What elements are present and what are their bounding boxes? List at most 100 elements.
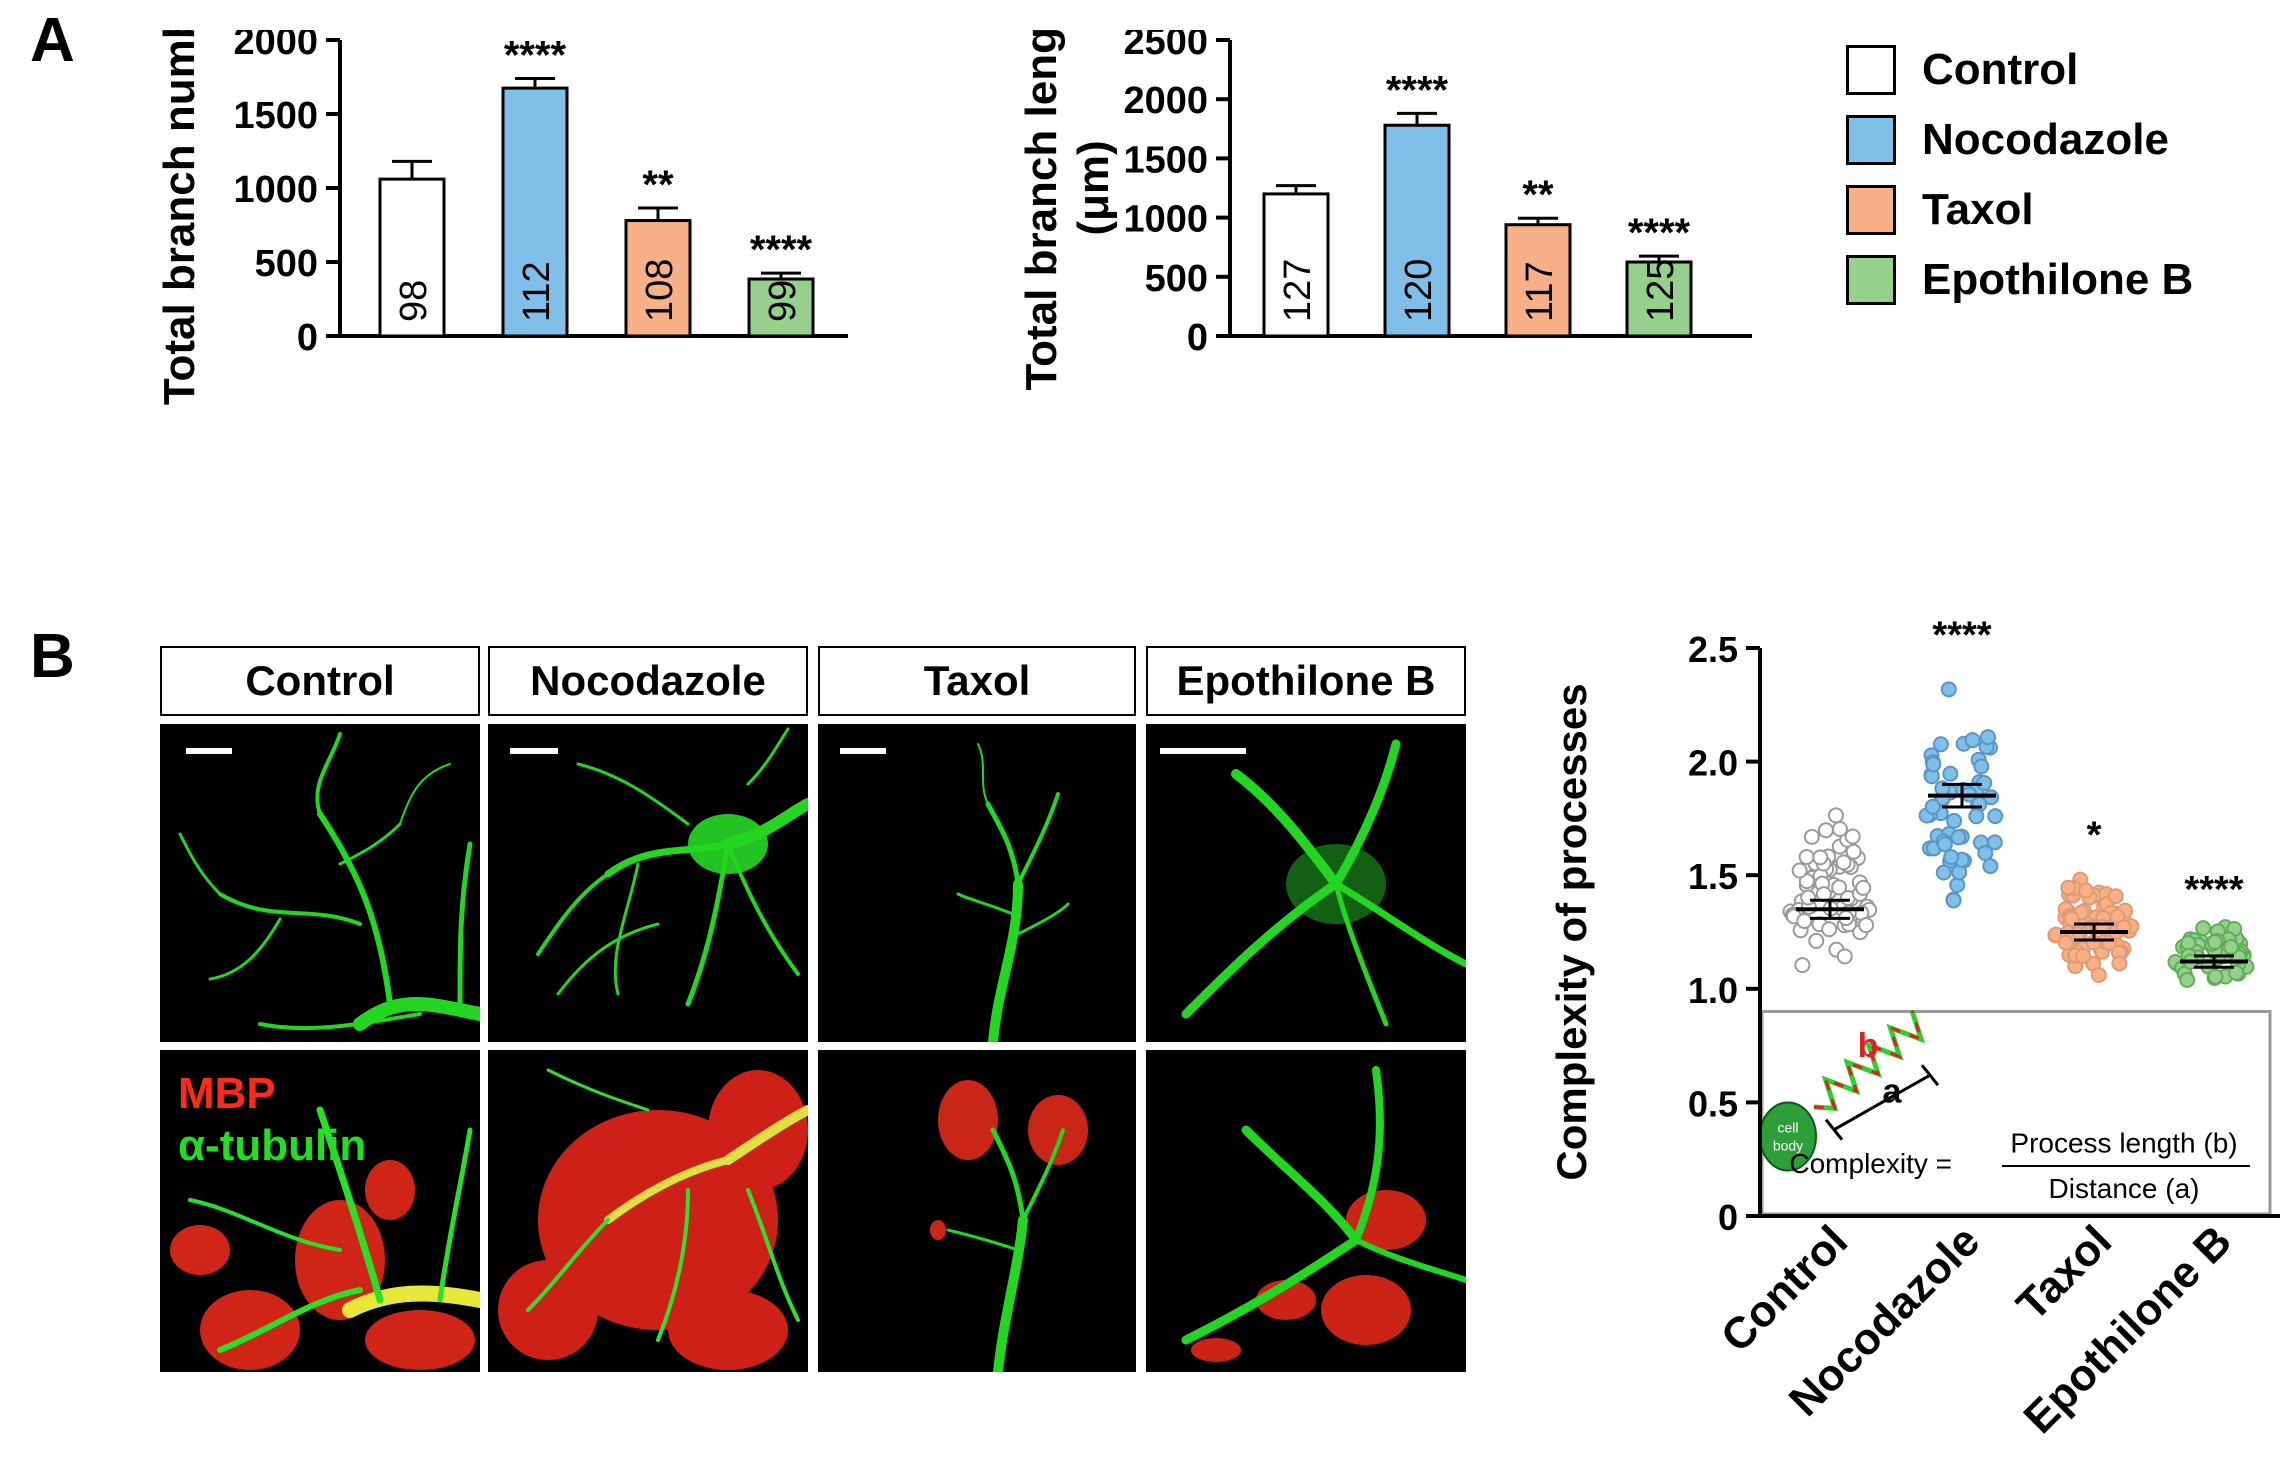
data-point xyxy=(2223,938,2240,955)
data-point xyxy=(2179,971,2196,988)
micrograph-control-merge: MBP α-tubulin xyxy=(160,1050,480,1372)
sample-size-label: 125 xyxy=(1640,259,1682,322)
micrograph-control-tubulin xyxy=(160,724,480,1042)
legend-label: Epothilone B xyxy=(1922,255,2194,304)
y-axis-label: Total branch number xyxy=(155,30,204,405)
y-tick-label: 0 xyxy=(1187,317,1208,359)
legend-swatch-control xyxy=(1846,45,1896,95)
data-point xyxy=(2207,968,2224,985)
data-point xyxy=(1791,862,1808,879)
header-epothilone: Epothilone B xyxy=(1146,646,1466,716)
data-point xyxy=(1855,879,1872,896)
significance-label: * xyxy=(2087,815,2102,857)
sample-size-label: 112 xyxy=(516,261,558,322)
y-tick-label: 2500 xyxy=(1123,30,1208,63)
data-point xyxy=(1964,732,1981,749)
bar xyxy=(1262,192,1330,338)
data-point xyxy=(1835,854,1852,871)
distance-a-line xyxy=(1833,1073,1931,1131)
formula-lhs: Complexity = xyxy=(1789,1148,1952,1179)
significance-label: **** xyxy=(750,228,813,272)
micrograph-taxol-merge xyxy=(818,1050,1136,1372)
significance-label: ** xyxy=(642,163,674,207)
x-tick-label: Taxol xyxy=(2007,1216,2121,1330)
significance-label: **** xyxy=(504,33,567,77)
y-tick-label: 0 xyxy=(297,317,318,359)
data-point xyxy=(2063,910,2080,927)
data-point xyxy=(2228,964,2245,981)
y-axis-unit: (μm) xyxy=(1069,140,1118,235)
data-point xyxy=(1858,917,1875,934)
segment-a-label: a xyxy=(1883,1072,1903,1110)
data-point xyxy=(1812,849,1829,866)
cell-body-label: body xyxy=(1773,1137,1803,1153)
y-tick-label: 2.0 xyxy=(1688,743,1738,784)
data-point xyxy=(1977,845,1994,862)
data-point xyxy=(1982,858,1999,875)
y-tick-label: 500 xyxy=(255,243,318,285)
bar xyxy=(747,277,815,338)
stain-label-mbp: MBP xyxy=(178,1069,276,1118)
y-tick-label: 1000 xyxy=(233,169,318,211)
bar xyxy=(501,86,569,338)
data-point xyxy=(1800,889,1817,906)
panel-label-b: B xyxy=(30,622,75,691)
micrograph-taxol-tubulin xyxy=(818,724,1136,1042)
complexity-inset: cell body ba Complexity = Process length (b)… xyxy=(1759,1009,2272,1216)
data-point xyxy=(1844,828,1861,845)
stain-label-tubulin: α-tubulin xyxy=(178,1121,367,1170)
header-taxol: Taxol xyxy=(818,646,1136,716)
data-point xyxy=(1943,849,1960,866)
bar xyxy=(378,177,446,338)
legend-item-epothilone: Epothilone B xyxy=(1846,252,2193,308)
data-point xyxy=(2111,955,2128,972)
significance-label: **** xyxy=(1386,68,1449,112)
y-tick-label: 500 xyxy=(1145,258,1208,300)
data-point xyxy=(1836,948,1853,965)
y-tick-label: 1.0 xyxy=(1688,970,1738,1011)
scale-bar xyxy=(1160,748,1246,754)
data-point xyxy=(1925,756,1942,773)
data-point xyxy=(1987,808,2004,825)
scale-bar xyxy=(840,748,886,754)
y-tick-label: 0 xyxy=(1718,1197,1738,1238)
data-point xyxy=(1827,807,1844,824)
legend-swatch-nocodazole xyxy=(1846,115,1896,165)
process-b-overlay xyxy=(1813,1010,1924,1110)
legend-label: Control xyxy=(1922,45,2079,94)
y-tick-label: 2000 xyxy=(1123,80,1208,122)
data-point xyxy=(2107,888,2124,905)
segment-b-label: b xyxy=(1858,1027,1879,1065)
y-tick-label: 1000 xyxy=(1123,199,1208,241)
legend-item-control: Control xyxy=(1846,42,2078,98)
bar xyxy=(624,219,692,338)
y-tick-label: 2.5 xyxy=(1688,629,1738,670)
data-point xyxy=(1821,921,1838,938)
branch-length-chart: Total branch length (μm) 0 500 1000 1500 2000 2… xyxy=(1020,30,1752,390)
complexity-chart: Complexity of processes cell body ba Complex… xyxy=(1548,620,2280,1443)
y-tick-label: 2000 xyxy=(233,30,318,63)
micrograph-epothilone-merge xyxy=(1146,1050,1466,1372)
data-point xyxy=(1940,681,1957,698)
significance-label: ** xyxy=(1522,173,1554,217)
significance-label: **** xyxy=(1628,211,1691,255)
micrograph-nocodazole-merge xyxy=(488,1050,808,1372)
legend-label: Taxol xyxy=(1922,185,2034,234)
y-tick-label: 0.5 xyxy=(1688,1083,1738,1124)
data-point xyxy=(2057,934,2074,951)
x-tick-label: Epothilone B xyxy=(2015,1216,2241,1442)
data-point xyxy=(1945,892,1962,909)
data-point xyxy=(1946,812,1963,829)
significance-label: **** xyxy=(1932,620,1991,657)
sample-size-label: 108 xyxy=(639,259,681,322)
data-point xyxy=(1845,843,1862,860)
data-point xyxy=(1798,873,1815,890)
data-point xyxy=(1979,729,1996,746)
data-point xyxy=(1951,864,1968,881)
sample-size-label: 117 xyxy=(1519,261,1561,322)
sample-size-label: 127 xyxy=(1277,259,1319,322)
micrograph-nocodazole-tubulin xyxy=(488,724,808,1042)
data-point xyxy=(1796,912,1813,929)
data-point xyxy=(2206,934,2223,951)
data-point xyxy=(1968,808,1985,825)
